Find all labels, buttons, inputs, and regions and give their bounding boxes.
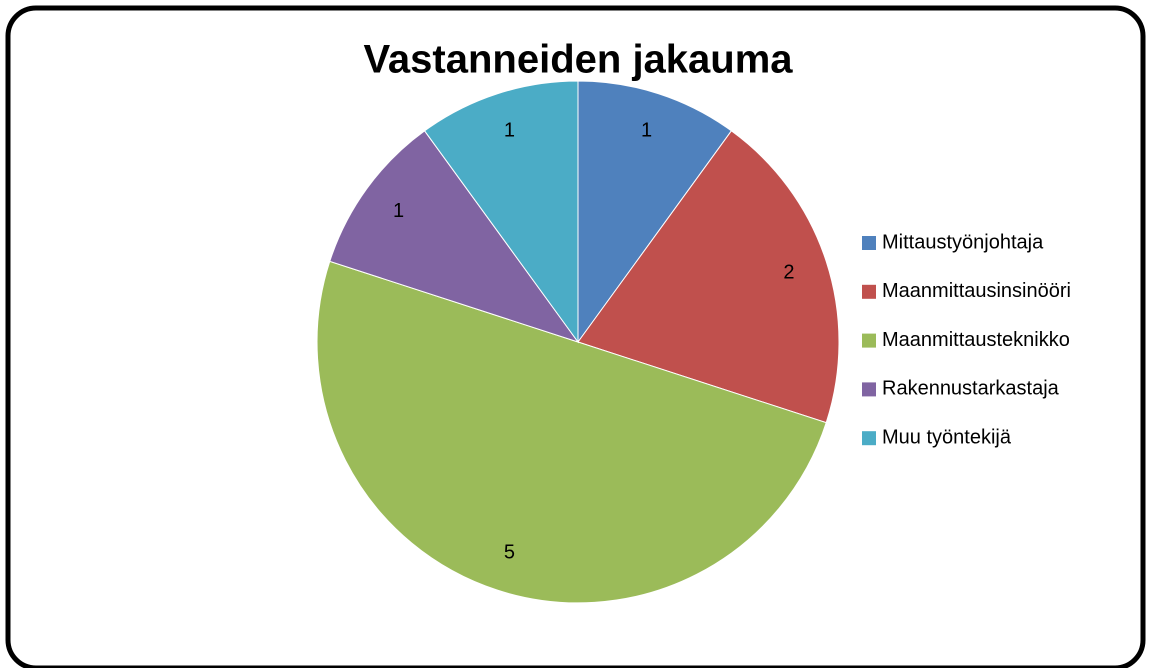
legend-label: Maanmittausteknikko (882, 329, 1070, 351)
data-label: 1 (504, 119, 515, 141)
legend-label: Mittaustyönjohtaja (882, 231, 1044, 253)
legend-swatch (862, 333, 876, 348)
legend-swatch (862, 284, 876, 299)
data-label: 1 (641, 119, 652, 141)
pie-slice (577, 80, 733, 344)
legend-swatch (862, 236, 876, 250)
data-label: 5 (504, 541, 515, 563)
pie-slice (577, 130, 840, 424)
legend-swatch (862, 382, 876, 397)
pie-slice (423, 80, 579, 344)
legend-label: Maanmittausinsinööri (882, 280, 1071, 302)
legend-swatch (862, 431, 876, 446)
data-label: 1 (393, 200, 404, 222)
pie-slice (316, 260, 827, 604)
pie-slice (329, 130, 580, 343)
chart-title: Vastanneiden jakauma (363, 38, 793, 82)
data-label: 2 (783, 262, 794, 284)
legend-label: Rakennustarkastaja (882, 378, 1060, 400)
legend-label: Muu työntekijä (882, 426, 1012, 448)
